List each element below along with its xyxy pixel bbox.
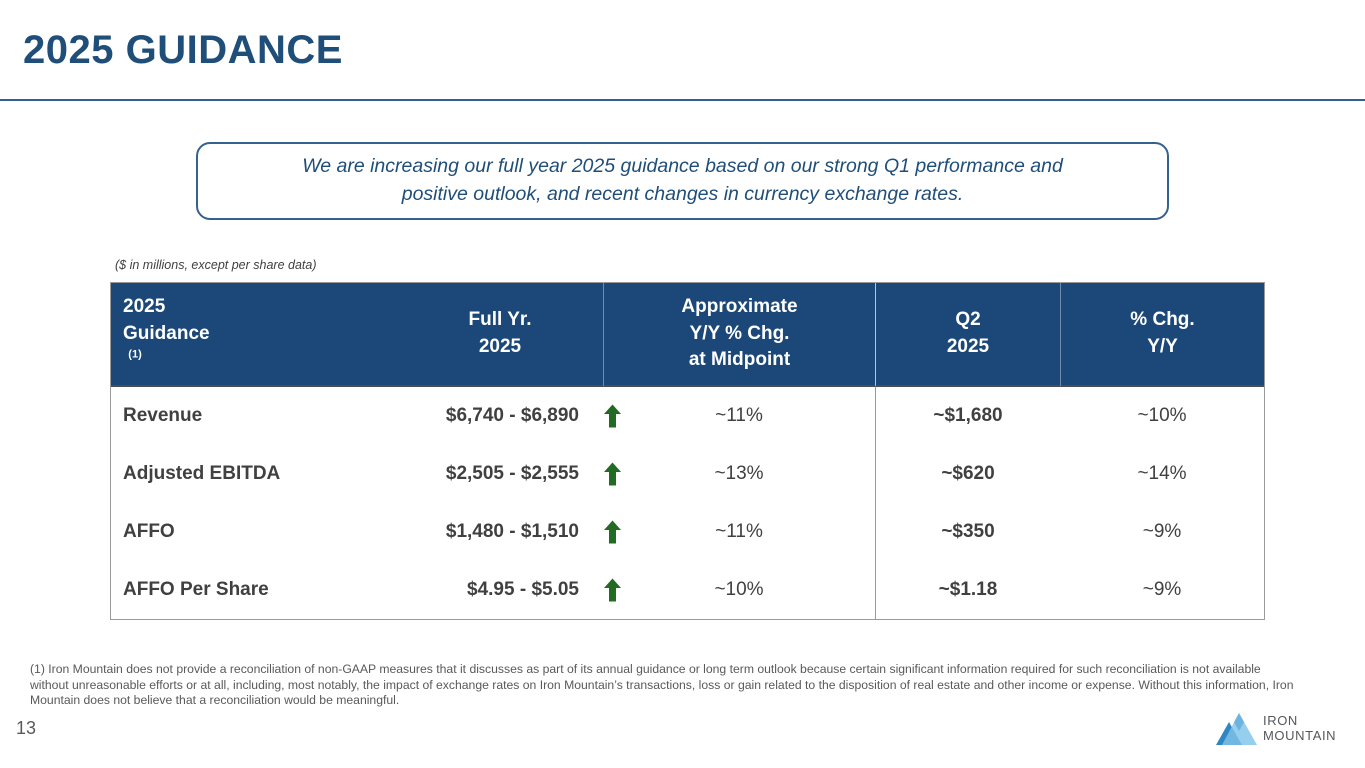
header-pct-chg: % Chg. Y/Y: [1060, 283, 1264, 387]
header-full-yr: Full Yr. 2025: [397, 283, 603, 387]
up-arrow-icon: [604, 462, 621, 486]
approx-chg-cell: ~10%: [603, 561, 875, 619]
approx-chg-value: ~11%: [715, 521, 763, 542]
full-yr-value: $4.95 - $5.05: [397, 561, 603, 619]
up-arrow-icon: [604, 520, 621, 544]
row-label: AFFO Per Share: [111, 561, 397, 619]
iron-mountain-logo: IRON MOUNTAIN: [1214, 712, 1336, 746]
callout-text-line2: positive outlook, and recent changes in …: [401, 183, 964, 205]
table-units-note: ($ in millions, except per share data): [115, 258, 317, 272]
guidance-callout-box: We are increasing our full year 2025 gui…: [196, 142, 1169, 220]
footnote-text: (1) Iron Mountain does not provide a rec…: [30, 662, 1294, 708]
yy-chg-value: ~10%: [1060, 387, 1264, 445]
full-yr-value: $1,480 - $1,510: [397, 503, 603, 561]
approx-chg-value: ~11%: [715, 405, 763, 426]
q2-value: ~$1.18: [875, 561, 1060, 619]
callout-text-line1: We are increasing our full year 2025 gui…: [302, 155, 1063, 178]
logo-line1: IRON: [1263, 713, 1298, 729]
approx-chg-value: ~10%: [714, 579, 764, 600]
page-number: 13: [16, 718, 37, 738]
header-approx-chg: Approximate Y/Y % Chg. at Midpoint: [603, 283, 875, 387]
up-arrow-icon: [604, 578, 621, 602]
approx-chg-value: ~13%: [714, 463, 764, 484]
row-label: AFFO: [111, 503, 397, 561]
header-q2: Q2 2025: [875, 283, 1060, 387]
header-metric-line2: Guidance (1): [123, 322, 210, 362]
footnote-marker: (1): [128, 349, 142, 362]
page-title: 2025 GUIDANCE: [23, 28, 343, 72]
q2-value: ~$1,680: [875, 387, 1060, 445]
row-label: Adjusted EBITDA: [111, 445, 397, 503]
header-metric: 2025 Guidance (1): [111, 283, 397, 387]
q2-value: ~$350: [875, 503, 1060, 561]
row-label: Revenue: [111, 387, 397, 445]
yy-chg-value: ~14%: [1060, 445, 1264, 503]
full-yr-value: $2,505 - $2,555: [397, 445, 603, 503]
logo-line2: MOUNTAIN: [1263, 728, 1337, 743]
yy-chg-value: ~9%: [1060, 561, 1264, 619]
up-arrow-icon: [604, 404, 621, 428]
approx-chg-cell: ~11%: [603, 387, 875, 445]
guidance-table: 2025 Guidance (1) Full Yr. 2025 Approxim…: [110, 282, 1265, 620]
approx-chg-cell: ~11%: [603, 503, 875, 561]
header-metric-line1: 2025: [123, 295, 166, 317]
q2-value: ~$620: [875, 445, 1060, 503]
yy-chg-value: ~9%: [1060, 503, 1264, 561]
logo-wordmark: IRON MOUNTAIN: [1263, 713, 1337, 744]
full-yr-value: $6,740 - $6,890: [397, 387, 603, 445]
mountain-icon: [1216, 713, 1257, 745]
title-divider: [0, 99, 1365, 101]
approx-chg-cell: ~13%: [603, 445, 875, 503]
